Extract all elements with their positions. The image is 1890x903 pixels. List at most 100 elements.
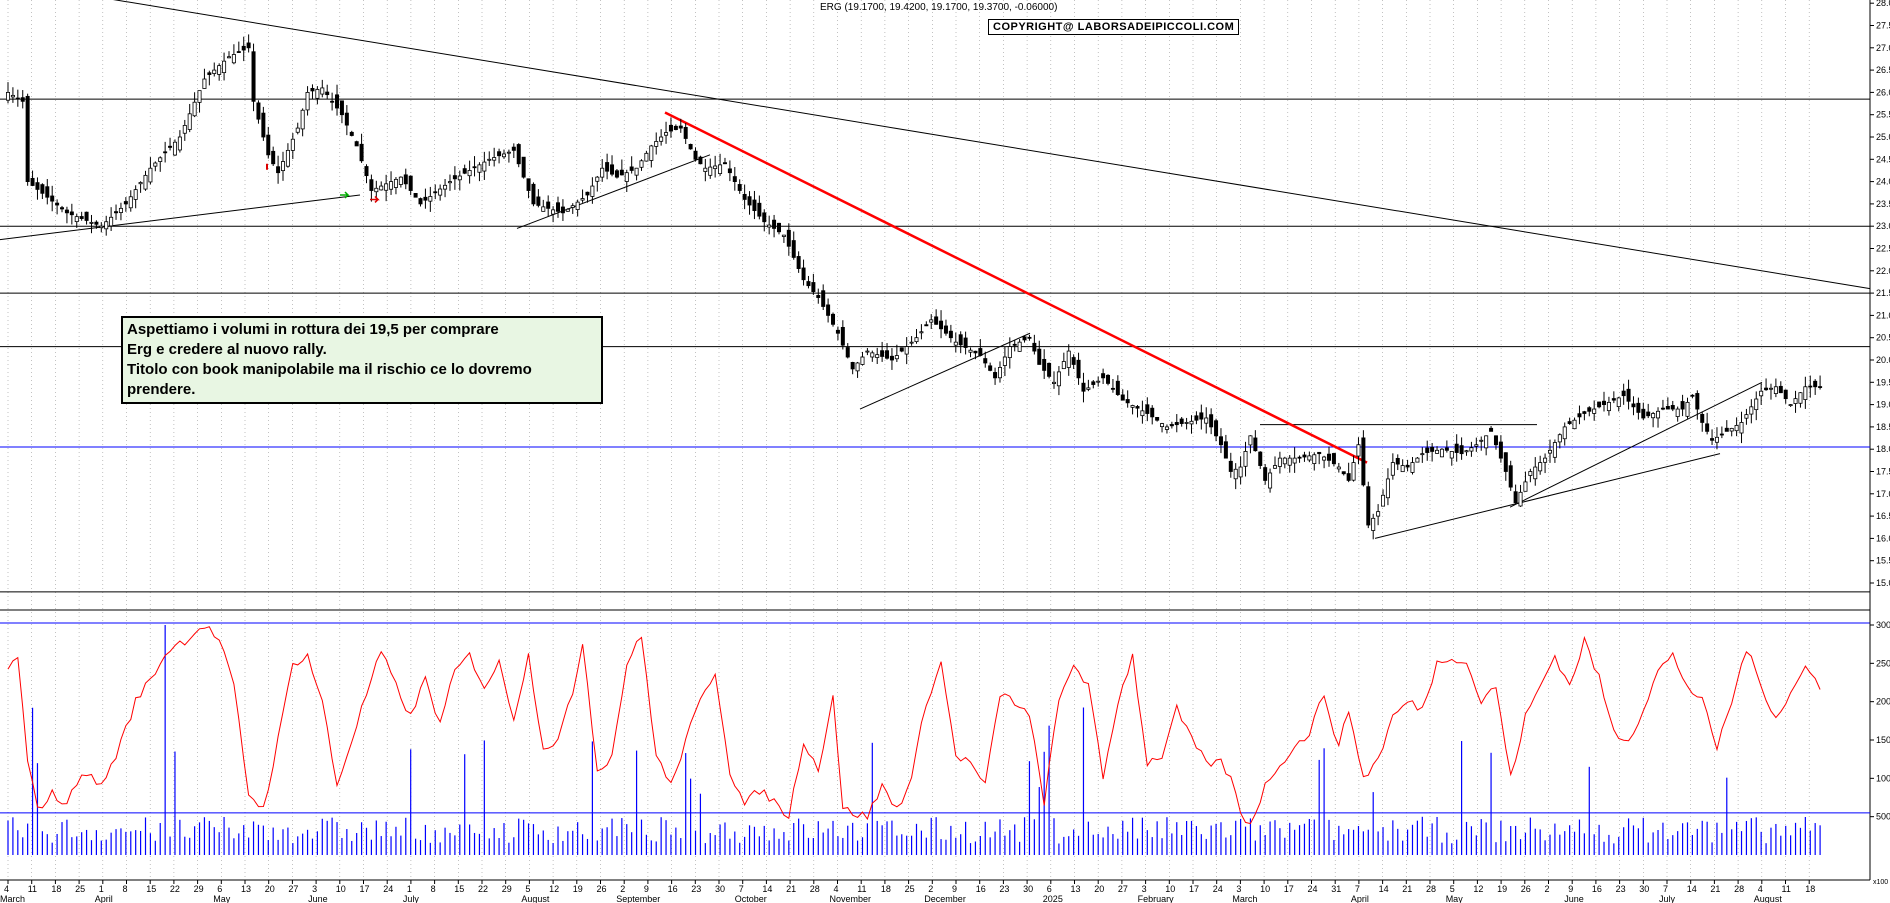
trendline xyxy=(516,154,711,229)
x-tick-label: 28 xyxy=(1734,884,1744,894)
candle-body xyxy=(1061,361,1066,370)
candle-body xyxy=(447,181,452,184)
oscillator-tick-label: 30000 xyxy=(1876,620,1890,630)
candle-body xyxy=(1351,462,1356,481)
x-tick-label: 2 xyxy=(1545,884,1550,894)
candle-body xyxy=(69,211,74,216)
candle-body xyxy=(1690,394,1695,397)
x-tick-label: 7 xyxy=(739,884,744,894)
price-tick-label: 20.5 xyxy=(1876,333,1890,343)
candle-body xyxy=(1361,437,1366,486)
candle-body xyxy=(1479,439,1484,442)
month-label: 2025 xyxy=(1043,894,1063,903)
candle-body xyxy=(511,146,516,151)
candle-body xyxy=(664,132,669,136)
candle-body xyxy=(693,150,698,160)
candle-body xyxy=(914,337,919,343)
candle-body xyxy=(1145,404,1150,414)
candle-body xyxy=(948,330,953,339)
candle-body xyxy=(1489,427,1494,432)
price-tick-label: 22.0 xyxy=(1876,266,1890,276)
x-tick-label: 15 xyxy=(454,884,464,894)
candle-body xyxy=(1179,418,1184,424)
candle-body xyxy=(526,178,531,191)
x-tick-label: 16 xyxy=(668,884,678,894)
candle-body xyxy=(821,290,826,307)
x-tick-label: 18 xyxy=(1805,884,1815,894)
candle-body xyxy=(1484,435,1489,449)
candle-body xyxy=(1194,415,1199,421)
price-tick-label: 27.0 xyxy=(1876,43,1890,53)
candle-body xyxy=(835,329,840,334)
candle-body xyxy=(963,337,968,348)
candle-body xyxy=(1032,342,1037,352)
candle-body xyxy=(1734,425,1739,432)
candle-body xyxy=(1336,466,1341,470)
x-tick-label: 18 xyxy=(51,884,61,894)
candle-body xyxy=(855,362,860,372)
candle-body xyxy=(256,102,261,120)
candle-body xyxy=(197,90,202,103)
candle-body xyxy=(791,240,796,258)
candle-body xyxy=(1764,387,1769,391)
candle-body xyxy=(1631,403,1636,408)
candle-body xyxy=(1547,449,1552,454)
candle-body xyxy=(1272,465,1277,469)
candle-body xyxy=(241,45,246,51)
candle-body xyxy=(531,183,536,205)
candle-body xyxy=(978,348,983,356)
candle-body xyxy=(501,153,506,158)
candle-body xyxy=(885,350,890,359)
candle-body xyxy=(1646,411,1651,417)
price-tick-label: 17.5 xyxy=(1876,467,1890,477)
candle-body xyxy=(1798,392,1803,404)
candle-body xyxy=(605,162,610,172)
candle-body xyxy=(541,206,546,212)
x-tick-label: 22 xyxy=(478,884,488,894)
candle-body xyxy=(462,168,467,174)
candle-body xyxy=(1714,436,1719,443)
candle-body xyxy=(1808,385,1813,388)
candle-body xyxy=(796,256,801,269)
month-label: November xyxy=(830,894,872,903)
candle-body xyxy=(752,199,757,211)
x-tick-label: 21 xyxy=(786,884,796,894)
candle-body xyxy=(1223,441,1228,459)
x-tick-label: 16 xyxy=(1592,884,1602,894)
candle-body xyxy=(678,125,683,129)
candle-body xyxy=(1125,399,1130,404)
candle-body xyxy=(580,198,585,201)
candle-body xyxy=(384,183,389,191)
candle-body xyxy=(1410,462,1415,473)
candle-body xyxy=(767,224,772,228)
candle-body xyxy=(1066,350,1071,368)
candle-body xyxy=(330,100,335,103)
candle-body xyxy=(153,162,158,167)
candle-body xyxy=(1101,373,1106,379)
x-tick-label: 25 xyxy=(905,884,915,894)
candle-body xyxy=(418,198,423,205)
candle-body xyxy=(1685,401,1690,417)
candle-body xyxy=(1469,447,1474,452)
candle-body xyxy=(84,211,89,221)
candle-body xyxy=(1749,406,1754,415)
candle-body xyxy=(1813,380,1818,388)
price-tick-label: 22.5 xyxy=(1876,244,1890,254)
candle-body xyxy=(467,170,472,177)
candle-body xyxy=(1287,457,1292,466)
candle-body xyxy=(1022,336,1027,341)
candle-body xyxy=(889,355,894,361)
candle-body xyxy=(673,125,678,130)
price-tick-label: 23.5 xyxy=(1876,199,1890,209)
candle-body xyxy=(1385,478,1390,499)
candle-body xyxy=(472,166,477,169)
candle-body xyxy=(870,352,875,358)
x-tick-label: 19 xyxy=(573,884,583,894)
candle-body xyxy=(1641,408,1646,419)
trendline xyxy=(1374,453,1721,539)
candle-body xyxy=(1660,407,1665,410)
candle-body xyxy=(310,87,315,92)
candle-body xyxy=(217,65,222,75)
candle-body xyxy=(1552,442,1557,458)
x-tick-label: 16 xyxy=(976,884,986,894)
